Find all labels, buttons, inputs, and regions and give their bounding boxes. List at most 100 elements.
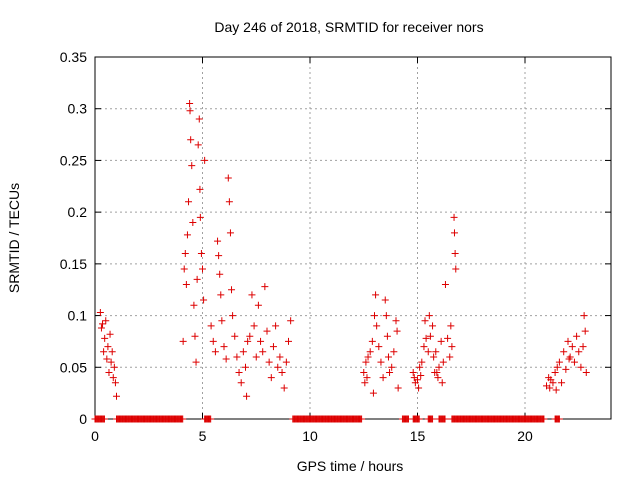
- data-point: [109, 374, 117, 382]
- data-point: [103, 355, 111, 363]
- data-point-zero: [100, 415, 108, 423]
- y-tick-label: 0.2: [68, 204, 88, 220]
- data-point: [430, 353, 438, 361]
- data-point: [186, 100, 194, 108]
- data-point: [377, 358, 385, 366]
- data-point: [272, 322, 280, 330]
- data-point: [211, 348, 219, 356]
- data-point: [196, 185, 204, 193]
- data-point: [274, 363, 282, 371]
- data-point: [362, 358, 370, 366]
- y-axis-label: SRMTID / TECUs: [6, 183, 22, 293]
- y-tick-label: 0.35: [60, 49, 87, 65]
- data-point: [364, 353, 372, 361]
- data-point: [191, 332, 199, 340]
- data-point: [450, 229, 458, 237]
- data-point: [573, 332, 581, 340]
- x-tick-label: 0: [91, 428, 99, 444]
- data-point: [552, 386, 560, 394]
- data-point: [581, 327, 589, 335]
- data-point: [371, 312, 378, 320]
- data-point: [562, 365, 570, 373]
- data-point: [425, 312, 433, 320]
- data-points: [91, 100, 590, 423]
- data-point: [265, 358, 273, 366]
- data-point: [248, 291, 256, 299]
- data-point: [207, 322, 215, 330]
- data-point: [242, 363, 249, 371]
- data-point: [444, 334, 452, 342]
- data-point: [438, 379, 446, 387]
- data-point: [197, 250, 205, 258]
- data-point: [190, 301, 198, 309]
- data-point: [188, 162, 196, 170]
- y-tick-label: 0.3: [68, 101, 88, 117]
- data-point: [100, 348, 108, 356]
- data-point: [180, 265, 188, 273]
- data-point: [233, 353, 241, 361]
- data-point: [276, 353, 284, 361]
- data-point: [393, 327, 401, 335]
- data-point: [422, 334, 430, 342]
- data-point: [110, 363, 118, 371]
- data-point: [582, 368, 590, 376]
- data-point: [287, 317, 295, 325]
- data-point: [553, 363, 561, 371]
- data-point: [285, 337, 292, 345]
- data-point: [246, 332, 254, 340]
- x-axis-label: GPS time / hours: [297, 458, 404, 474]
- x-tick-label: 20: [517, 428, 533, 444]
- data-point: [381, 296, 389, 304]
- data-point: [187, 136, 195, 144]
- data-point: [421, 317, 429, 325]
- data-point: [209, 337, 217, 345]
- data-point-zero: [358, 415, 366, 423]
- data-point: [429, 322, 437, 330]
- data-point: [382, 312, 390, 320]
- data-point: [441, 281, 449, 289]
- data-point: [575, 348, 583, 356]
- y-tick-label: 0.25: [60, 152, 87, 168]
- data-point: [193, 275, 201, 283]
- data-point: [181, 250, 189, 258]
- data-point: [361, 379, 369, 387]
- data-point: [106, 330, 114, 338]
- data-point: [450, 213, 458, 221]
- chart-title: Day 246 of 2018, SRMTID for receiver nor…: [214, 19, 483, 35]
- data-point: [278, 368, 286, 376]
- data-point: [97, 324, 105, 332]
- data-point: [415, 384, 423, 392]
- data-point: [179, 337, 187, 345]
- data-point: [200, 296, 208, 304]
- data-point: [558, 379, 566, 387]
- data-point-zero: [207, 415, 215, 423]
- data-point: [433, 368, 441, 376]
- data-point: [214, 237, 222, 245]
- data-point: [267, 374, 275, 382]
- data-point: [261, 283, 269, 291]
- data-point: [239, 348, 247, 356]
- data-point-zero: [415, 415, 423, 423]
- data-point: [108, 348, 116, 356]
- data-point: [447, 322, 455, 330]
- data-point: [388, 363, 396, 371]
- data-point-zero: [429, 415, 437, 423]
- y-tick-label: 0.15: [60, 256, 87, 272]
- x-tick-label: 15: [410, 428, 426, 444]
- data-point: [555, 358, 563, 366]
- data-point: [435, 363, 443, 371]
- data-point: [560, 348, 568, 356]
- data-point: [280, 384, 288, 392]
- data-point: [417, 372, 425, 380]
- data-point: [194, 141, 202, 149]
- data-point: [252, 353, 260, 361]
- data-point: [390, 348, 398, 356]
- data-point: [107, 358, 115, 366]
- data-point: [99, 320, 107, 328]
- data-point: [185, 198, 193, 206]
- data-point: [546, 384, 554, 392]
- data-point: [577, 363, 585, 371]
- data-point: [189, 218, 197, 226]
- data-point: [243, 392, 251, 400]
- data-point: [254, 301, 262, 309]
